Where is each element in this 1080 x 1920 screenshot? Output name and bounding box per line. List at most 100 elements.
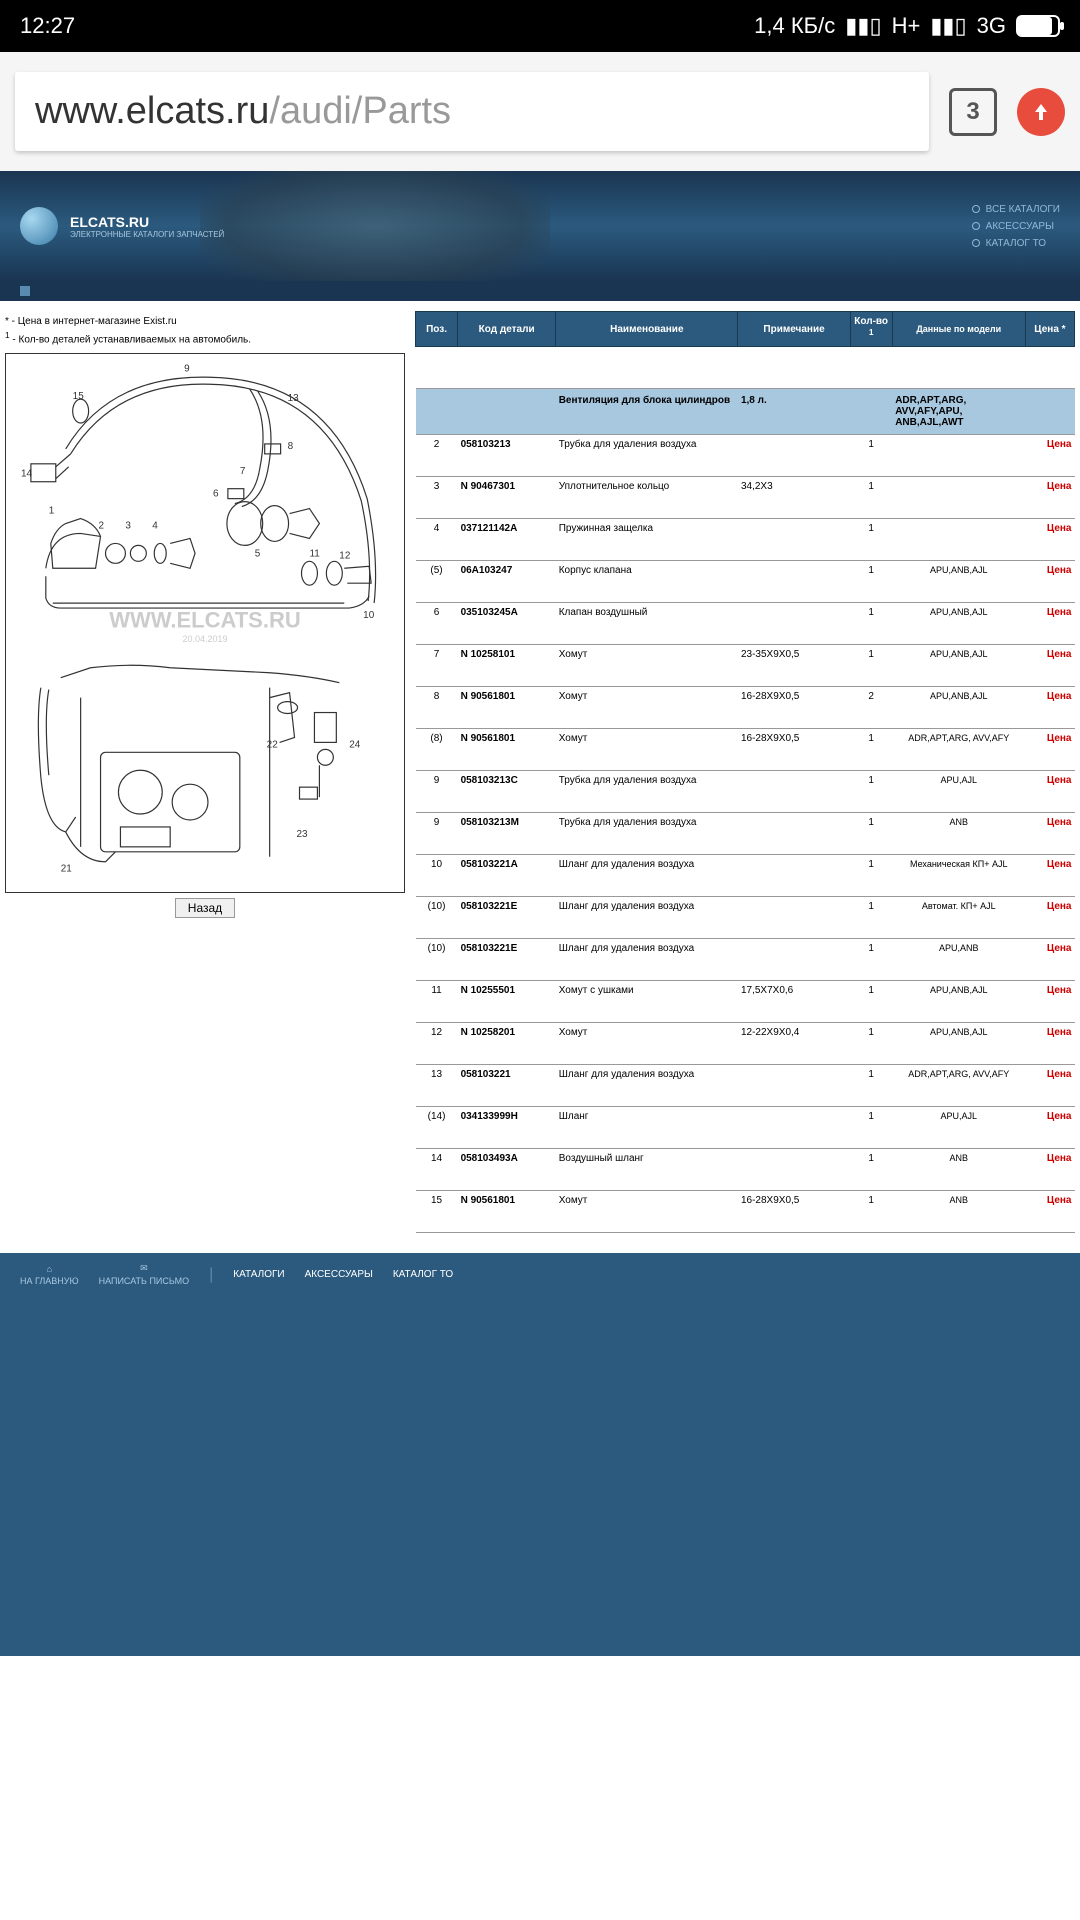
cell-price-link[interactable]: Цена [1025,1149,1074,1191]
nav-catalog-to[interactable]: КАТАЛОГ ТО [972,235,1060,252]
cell-price-link[interactable]: Цена [1025,981,1074,1023]
cell-price-link[interactable]: Цена [1025,939,1074,981]
cell-price-link[interactable]: Цена [1025,1191,1074,1233]
table-row[interactable]: 7 N 10258101 Хомут 23-35X9X0,5 1 APU,ANB… [416,645,1075,687]
table-row[interactable]: (5) 06A103247 Корпус клапана 1 APU,ANB,A… [416,561,1075,603]
cell-model: APU,ANB,AJL [892,981,1025,1023]
table-row[interactable]: (14) 034133999H Шланг 1 APU,AJL Цена [416,1107,1075,1149]
cell-note [738,603,850,645]
cell-model: APU,ANB,AJL [892,603,1025,645]
cell-price-link[interactable]: Цена [1025,519,1074,561]
cell-price-link[interactable]: Цена [1025,771,1074,813]
nav-all-catalogs[interactable]: ВСЕ КАТАЛОГИ [972,201,1060,218]
url-bar[interactable]: www.elcats.ru/audi/Parts [15,72,929,151]
cell-pos: 9 [416,813,458,855]
cell-model: Механическая КП+ AJL [892,855,1025,897]
notes: * - Цена в интернет-магазине Exist.ru 1 … [5,311,405,353]
cell-pos: 14 [416,1149,458,1191]
diagram-container[interactable]: 9 15 13 8 14 7 6 5 1 2 3 4 11 12 10 21 2 [5,353,405,893]
cell-note: 23-35X9X0,5 [738,645,850,687]
cell-price-link[interactable]: Цена [1025,1065,1074,1107]
cell-code: 058103213C [458,771,556,813]
svg-text:9: 9 [184,364,190,375]
table-row[interactable]: 15 N 90561801 Хомут 16-28X9X0,5 1 ANB Це… [416,1191,1075,1233]
table-row[interactable]: (8) N 90561801 Хомут 16-28X9X0,5 1 ADR,A… [416,729,1075,771]
footer-home[interactable]: ⌂ НА ГЛАВНУЮ [20,1264,79,1286]
footer-catalogs[interactable]: КАТАЛОГИ [233,1269,284,1280]
cell-price-link[interactable]: Цена [1025,729,1074,771]
browser-chrome: www.elcats.ru/audi/Parts 3 [0,52,1080,171]
cell-model: APU,ANB,AJL [892,1023,1025,1065]
cell-code: N 10258201 [458,1023,556,1065]
cell-qty: 1 [850,477,892,519]
cell-qty: 1 [850,981,892,1023]
table-row[interactable]: 14 058103493A Воздушный шланг 1 ANB Цена [416,1149,1075,1191]
table-row[interactable]: 10 058103221A Шланг для удаления воздуха… [416,855,1075,897]
home-icon[interactable] [20,286,30,296]
cell-price-link[interactable]: Цена [1025,435,1074,477]
site-logo[interactable]: ELCATS.RU ЭЛЕКТРОННЫЕ КАТАЛОГИ ЗАПЧАСТЕЙ [20,207,224,245]
table-row[interactable]: 6 035103245A Клапан воздушный 1 APU,ANB,… [416,603,1075,645]
footer-catalog-to[interactable]: КАТАЛОГ ТО [393,1269,453,1280]
cell-price-link[interactable]: Цена [1025,561,1074,603]
table-row[interactable]: 3 N 90467301 Уплотнительное кольцо 34,2X… [416,477,1075,519]
cell-pos: 7 [416,645,458,687]
cell-note: 34,2X3 [738,477,850,519]
footer-accessories[interactable]: АКСЕССУАРЫ [305,1269,373,1280]
tab-count-button[interactable]: 3 [949,88,997,136]
url-path: /audi/Parts [269,90,451,132]
table-row[interactable]: 9 058103213M Трубка для удаления воздуха… [416,813,1075,855]
cell-code: 034133999H [458,1107,556,1149]
cell-price-link[interactable]: Цена [1025,477,1074,519]
cell-qty: 1 [850,729,892,771]
cell-note: 16-28X9X0,5 [738,1191,850,1233]
status-time: 12:27 [20,13,75,39]
table-row[interactable]: 8 N 90561801 Хомут 16-28X9X0,5 2 APU,ANB… [416,687,1075,729]
cell-qty: 1 [850,561,892,603]
cell-qty: 1 [850,645,892,687]
th-name: Наименование [556,312,738,347]
cell-pos: 8 [416,687,458,729]
table-row[interactable]: 9 058103213C Трубка для удаления воздуха… [416,771,1075,813]
nav-accessories[interactable]: АКСЕССУАРЫ [972,218,1060,235]
table-row[interactable]: 2 058103213 Трубка для удаления воздуха … [416,435,1075,477]
table-row[interactable]: (10) 058103221E Шланг для удаления возду… [416,897,1075,939]
svg-text:4: 4 [152,521,158,532]
footer-mail[interactable]: ✉ НАПИСАТЬ ПИСЬМО [99,1263,190,1286]
cell-model [892,435,1025,477]
cell-model: APU,ANB [892,939,1025,981]
cell-model [892,477,1025,519]
cell-price-link[interactable]: Цена [1025,855,1074,897]
cell-price-link[interactable]: Цена [1025,897,1074,939]
cell-qty: 1 [850,435,892,477]
cell-model: ADR,APT,ARG, AVV,AFY [892,729,1025,771]
cell-price-link[interactable]: Цена [1025,687,1074,729]
table-row[interactable]: (10) 058103221E Шланг для удаления возду… [416,939,1075,981]
note-price: * - Цена в интернет-магазине Exist.ru [5,316,405,327]
table-row[interactable]: 13 058103221 Шланг для удаления воздуха … [416,1065,1075,1107]
cell-code: 058103221 [458,1065,556,1107]
table-row[interactable]: 4 037121142A Пружинная защелка 1 Цена [416,519,1075,561]
cell-note [738,435,850,477]
parts-table: Поз. Код детали Наименование Примечание … [415,311,1075,1233]
left-column: * - Цена в интернет-магазине Exist.ru 1 … [5,311,405,1233]
back-button[interactable]: Назад [175,898,235,918]
cell-pos: 9 [416,771,458,813]
cell-price-link[interactable]: Цена [1025,1023,1074,1065]
cell-note [738,561,850,603]
cell-price-link[interactable]: Цена [1025,813,1074,855]
cell-name: Трубка для удаления воздуха [556,435,738,477]
cell-model: APU,ANB,AJL [892,687,1025,729]
site-header: ELCATS.RU ЭЛЕКТРОННЫЕ КАТАЛОГИ ЗАПЧАСТЕЙ… [0,171,1080,281]
cell-price-link[interactable]: Цена [1025,645,1074,687]
svg-text:1: 1 [49,506,55,517]
table-row[interactable]: 11 N 10255501 Хомут с ушками 17,5X7X0,6 … [416,981,1075,1023]
cell-price-link[interactable]: Цена [1025,1107,1074,1149]
cell-price-link[interactable]: Цена [1025,603,1074,645]
svg-text:22: 22 [267,740,279,751]
cell-name: Хомут [556,687,738,729]
cell-model: APU,AJL [892,771,1025,813]
table-row[interactable]: 12 N 10258201 Хомут 12-22X9X0,4 1 APU,AN… [416,1023,1075,1065]
svg-text:14: 14 [21,469,33,480]
opera-menu-button[interactable] [1017,88,1065,136]
